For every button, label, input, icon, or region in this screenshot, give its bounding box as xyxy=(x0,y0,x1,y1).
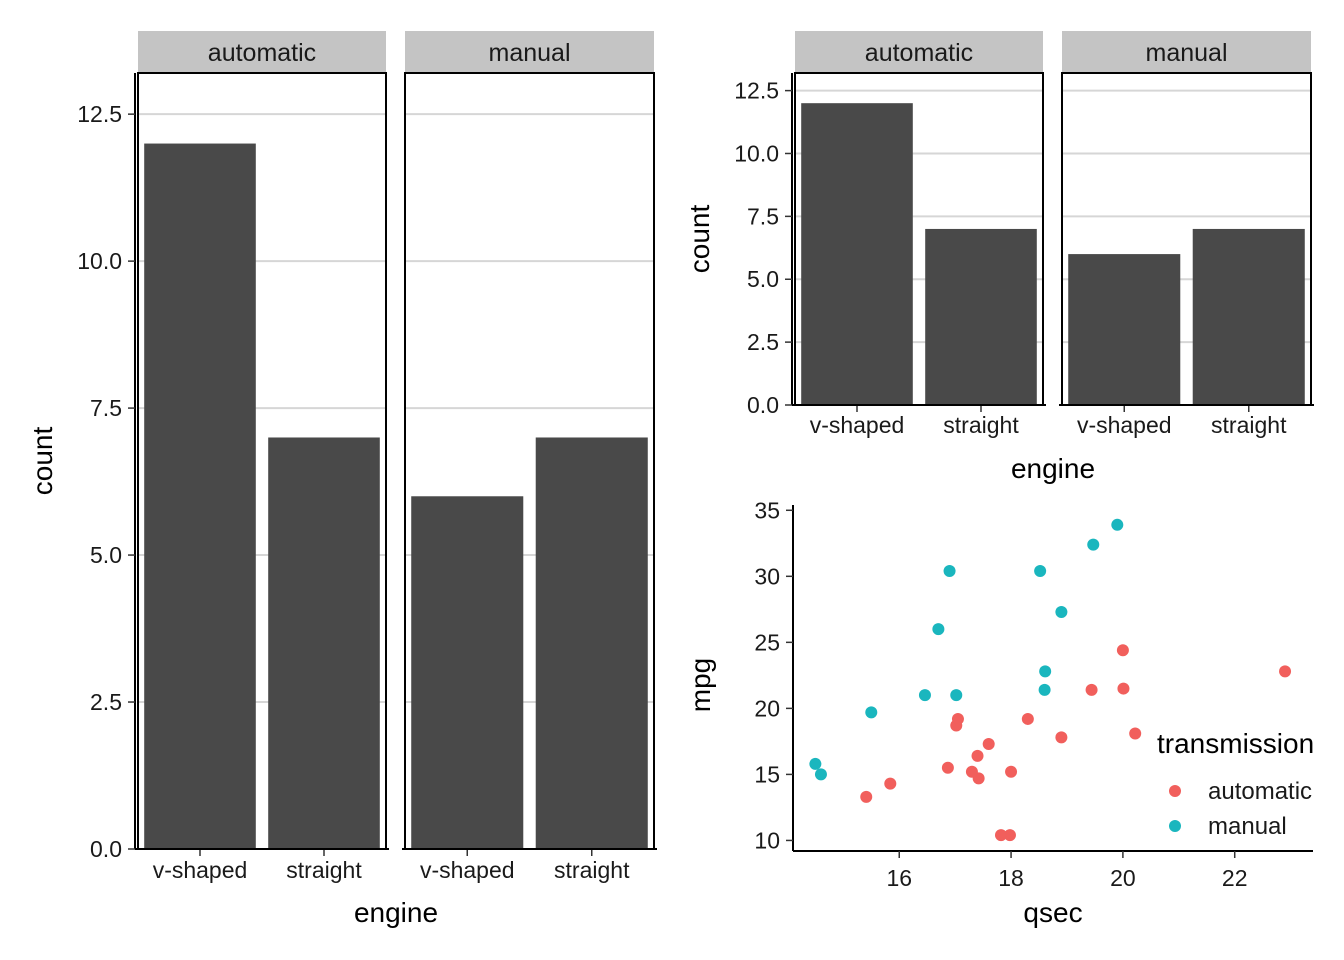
facet-bar-chart-top-right: automatic v-shaped straight manual v-shaped s… xyxy=(684,31,1314,484)
bar-automatic-straight xyxy=(925,228,1037,405)
legend-key-manual xyxy=(1169,820,1181,832)
point-automatic-5 xyxy=(1279,665,1292,678)
facet-strip-label-manual: manual xyxy=(489,39,571,67)
point-manual-8 xyxy=(943,565,956,578)
bar-manual-straight xyxy=(1192,228,1305,405)
point-automatic-0 xyxy=(1085,683,1098,696)
x-tick-label-automatic-straight: straight xyxy=(943,412,1019,438)
bar-automatic-v-shaped xyxy=(801,103,913,405)
facet-bar-chart-left: automatic v-shaped straight manual v-shaped s… xyxy=(27,31,657,928)
y-axis-title: count xyxy=(684,205,715,274)
point-automatic-9 xyxy=(982,738,995,751)
point-automatic-8 xyxy=(971,749,984,762)
y-tick-label-7.5: 7.5 xyxy=(90,395,122,421)
facet-strip-label-automatic: automatic xyxy=(865,39,973,67)
facet-strip-automatic xyxy=(795,31,1043,73)
y-axis-title: mpg xyxy=(685,658,716,712)
bar-manual-v-shaped xyxy=(411,496,524,849)
y-tick-label-30: 30 xyxy=(754,563,780,589)
point-automatic-10 xyxy=(1005,765,1018,778)
bar-manual-v-shaped xyxy=(1068,254,1181,405)
bar-manual-straight xyxy=(535,437,648,849)
x-tick-label-manual-straight: straight xyxy=(1211,412,1287,438)
y-tick-label-15: 15 xyxy=(754,761,780,787)
x-tick-label-automatic-straight: straight xyxy=(286,857,362,883)
x-tick-label-20: 20 xyxy=(1110,865,1136,891)
point-manual-11 xyxy=(814,768,827,781)
point-automatic-3 xyxy=(884,777,897,790)
y-tick-label-2.5: 2.5 xyxy=(90,689,122,715)
bar-automatic-straight xyxy=(268,437,380,849)
point-manual-4 xyxy=(1034,565,1047,578)
y-tick-label-2.5: 2.5 xyxy=(747,329,779,355)
point-automatic-16 xyxy=(965,765,978,778)
y-tick-label-0.0: 0.0 xyxy=(90,836,122,862)
y-tick-label-20: 20 xyxy=(754,695,780,721)
point-manual-9 xyxy=(809,757,822,770)
legend-title: transmission xyxy=(1157,728,1314,759)
legend-label-manual: manual xyxy=(1208,813,1287,840)
y-tick-label-5.0: 5.0 xyxy=(747,266,779,292)
bar-automatic-v-shaped xyxy=(144,143,256,849)
x-tick-label-18: 18 xyxy=(998,865,1024,891)
y-tick-label-25: 25 xyxy=(754,629,780,655)
y-tick-label-5.0: 5.0 xyxy=(90,542,122,568)
point-manual-5 xyxy=(1111,518,1124,531)
x-tick-label-manual-straight: straight xyxy=(554,857,630,883)
point-automatic-11 xyxy=(1003,829,1016,842)
facet-strip-label-manual: manual xyxy=(1146,39,1228,67)
facet-strip-manual xyxy=(405,31,654,73)
facet-strip-automatic xyxy=(138,31,386,73)
point-automatic-2 xyxy=(1129,727,1142,740)
y-tick-label-10: 10 xyxy=(754,827,780,853)
point-manual-0 xyxy=(918,689,931,702)
point-manual-1 xyxy=(950,689,963,702)
x-tick-label-automatic-v-shaped: v-shaped xyxy=(810,412,905,438)
x-axis-title: engine xyxy=(354,897,438,928)
y-tick-label-7.5: 7.5 xyxy=(747,203,779,229)
point-manual-7 xyxy=(932,623,945,636)
point-automatic-12 xyxy=(995,829,1007,842)
legend-key-automatic xyxy=(1169,785,1181,797)
point-automatic-17 xyxy=(860,790,873,803)
x-tick-label-16: 16 xyxy=(886,865,912,891)
y-tick-label-12.5: 12.5 xyxy=(734,78,779,104)
y-axis-title: count xyxy=(27,427,58,496)
y-tick-label-35: 35 xyxy=(754,497,780,523)
legend: transmission automatic manual xyxy=(1157,728,1314,840)
point-automatic-7 xyxy=(1055,731,1068,744)
point-manual-6 xyxy=(1055,605,1068,618)
point-automatic-4 xyxy=(1116,644,1129,657)
x-axis-title: qsec xyxy=(1023,897,1082,928)
facet-strip-label-automatic: automatic xyxy=(208,39,316,67)
point-manual-3 xyxy=(1087,538,1100,551)
y-tick-label-0.0: 0.0 xyxy=(747,392,779,418)
x-tick-label-22: 22 xyxy=(1222,865,1248,891)
legend-label-automatic: automatic xyxy=(1208,778,1312,805)
point-automatic-18 xyxy=(951,712,964,725)
y-tick-label-12.5: 12.5 xyxy=(77,101,122,127)
y-tick-label-10.0: 10.0 xyxy=(77,248,122,274)
x-tick-label-manual-v-shaped: v-shaped xyxy=(1077,412,1172,438)
facet-strip-manual xyxy=(1062,31,1311,73)
x-tick-label-automatic-v-shaped: v-shaped xyxy=(153,857,248,883)
x-axis-title: engine xyxy=(1011,453,1095,484)
point-manual-2 xyxy=(1039,665,1052,678)
x-tick-label-manual-v-shaped: v-shaped xyxy=(420,857,515,883)
point-automatic-6 xyxy=(1021,712,1034,725)
scatter-chart-bottom-right: 10 15 20 25 30 35 16 18 20 22 qsec mpg transmission a… xyxy=(685,497,1314,928)
point-manual-10 xyxy=(865,706,878,719)
point-manual-12 xyxy=(1038,683,1051,696)
y-tick-label-10.0: 10.0 xyxy=(734,140,779,166)
point-automatic-15 xyxy=(941,761,954,774)
point-automatic-14 xyxy=(1117,682,1130,695)
